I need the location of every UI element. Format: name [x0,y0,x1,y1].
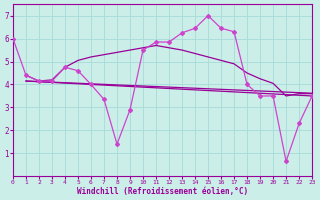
X-axis label: Windchill (Refroidissement éolien,°C): Windchill (Refroidissement éolien,°C) [77,187,248,196]
